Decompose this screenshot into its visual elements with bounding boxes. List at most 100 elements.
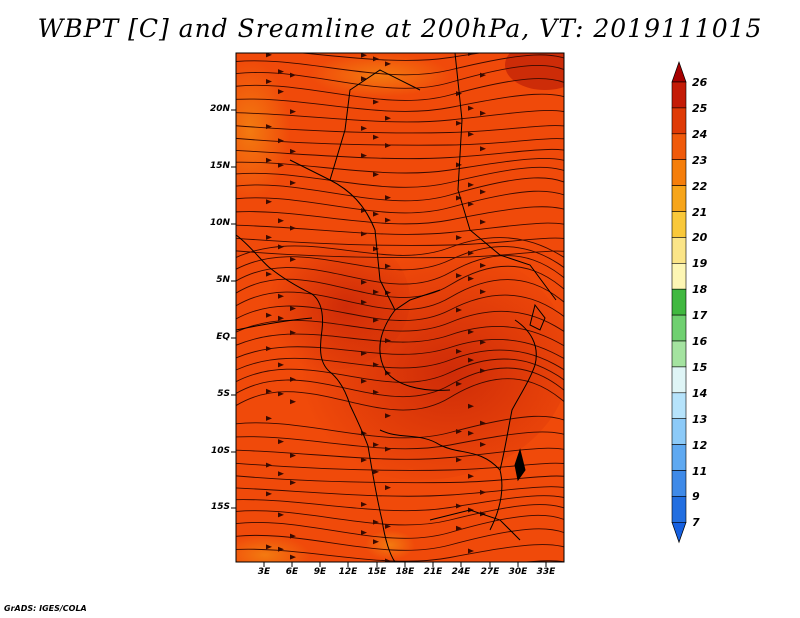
streamline-arrow bbox=[266, 199, 272, 205]
streamline-arrow bbox=[456, 43, 462, 48]
streamline-arrow bbox=[373, 134, 379, 140]
streamline-arrow bbox=[266, 462, 272, 468]
lat-label-10s: 10S bbox=[210, 446, 230, 456]
streamline-arrow bbox=[456, 195, 462, 201]
grads-credit: GrADS: IGES/COLA bbox=[4, 604, 87, 613]
streamline bbox=[236, 504, 564, 526]
colorbar-swatch bbox=[671, 392, 687, 419]
streamline-arrow bbox=[468, 473, 474, 479]
lat-label-eq: EQ bbox=[216, 332, 230, 342]
streamline-arrow bbox=[480, 189, 486, 195]
colorbar-swatch bbox=[671, 262, 687, 290]
streamline-arrow bbox=[290, 72, 296, 78]
streamline bbox=[236, 237, 564, 259]
streamline-arrow bbox=[456, 235, 462, 241]
streamline bbox=[236, 475, 564, 484]
colorbar bbox=[671, 60, 687, 544]
lat-label-15s: 15S bbox=[210, 502, 230, 512]
streamline-arrow bbox=[468, 430, 474, 436]
colorbar-label: 17 bbox=[692, 309, 708, 323]
colorbar-label: 26 bbox=[692, 76, 708, 89]
streamline-arrow bbox=[278, 471, 284, 477]
streamline-arrow bbox=[290, 109, 296, 115]
lon-label-27e: 27E bbox=[480, 567, 500, 577]
streamline-arrow bbox=[468, 53, 474, 56]
streamline-arrow bbox=[480, 146, 486, 152]
streamline-arrow bbox=[468, 329, 474, 335]
colorbar-swatch bbox=[671, 496, 687, 523]
streamline-arrow bbox=[480, 263, 486, 269]
lon-label-15e: 15E bbox=[367, 567, 387, 577]
streamline-arrow bbox=[361, 207, 367, 213]
streamline-arrow bbox=[480, 110, 486, 116]
streamline-arrow bbox=[361, 53, 367, 58]
streamline-arrow bbox=[361, 125, 367, 131]
streamline-arrow bbox=[361, 457, 367, 463]
streamline bbox=[236, 237, 564, 246]
streamline-arrow bbox=[266, 491, 272, 497]
streamline-arrow bbox=[290, 376, 296, 382]
streamline bbox=[236, 495, 564, 512]
streamline-arrow bbox=[278, 391, 284, 397]
streamline-arrow bbox=[290, 225, 296, 231]
streamline bbox=[236, 431, 564, 450]
streamline-arrow bbox=[290, 256, 296, 262]
streamline-arrow bbox=[266, 415, 272, 421]
colorbar-top-arrow bbox=[671, 60, 687, 83]
streamline-arrow bbox=[480, 339, 486, 345]
streamline-arrow bbox=[266, 157, 272, 163]
streamline-arrow bbox=[290, 305, 296, 311]
streamline-arrow bbox=[456, 457, 462, 463]
streamline bbox=[236, 125, 564, 134]
streamline bbox=[296, 53, 483, 61]
chart-title: WBPT [C] and Sreamline at 200hPa, VT: 20… bbox=[37, 14, 763, 43]
streamline-arrow bbox=[480, 441, 486, 447]
streamline-arrow bbox=[266, 271, 272, 277]
streamline-arrow bbox=[278, 138, 284, 144]
streamline-arrow bbox=[468, 276, 474, 282]
streamline-arrow bbox=[266, 124, 272, 130]
streamline-arrow bbox=[456, 273, 462, 279]
streamline-arrow bbox=[456, 525, 462, 531]
streamline bbox=[236, 166, 564, 188]
lon-label-24e: 24E bbox=[451, 567, 471, 577]
streamline-arrow bbox=[373, 172, 379, 178]
streamline-arrow bbox=[290, 180, 296, 186]
colorbar-swatch bbox=[671, 107, 687, 135]
streamline-arrow bbox=[361, 279, 367, 285]
streamline-arrow bbox=[373, 317, 379, 323]
streamline-arrow bbox=[385, 446, 391, 452]
streamline-arrow bbox=[385, 485, 391, 491]
streamline-arrow bbox=[266, 79, 272, 85]
streamline-arrow bbox=[480, 289, 486, 295]
streamline bbox=[236, 462, 564, 471]
streamline-arrow bbox=[266, 388, 272, 394]
colorbar-swatch bbox=[671, 288, 687, 316]
streamline-arrow bbox=[373, 246, 379, 252]
streamline bbox=[236, 206, 564, 225]
lat-label-10n: 10N bbox=[209, 218, 230, 228]
streamline-arrow bbox=[468, 182, 474, 188]
streamline-arrow bbox=[385, 143, 391, 149]
lon-label-9e: 9E bbox=[313, 567, 327, 577]
streamline bbox=[236, 378, 564, 411]
streamline-arrow bbox=[278, 512, 284, 518]
colorbar-label: 19 bbox=[692, 257, 708, 271]
colorbar-swatch bbox=[671, 418, 687, 445]
streamline-arrow bbox=[385, 263, 391, 269]
colorbar-label: 18 bbox=[692, 283, 708, 297]
lon-label-21e: 21E bbox=[423, 567, 443, 577]
streamline bbox=[236, 367, 564, 398]
streamline-arrow bbox=[278, 69, 284, 75]
streamline bbox=[236, 358, 564, 383]
colorbar-swatch bbox=[671, 470, 687, 497]
streamline-arrow bbox=[266, 312, 272, 318]
streamline bbox=[236, 222, 564, 235]
streamline bbox=[236, 110, 564, 123]
colorbar-label: 21 bbox=[692, 205, 708, 219]
streamline-arrow bbox=[456, 381, 462, 387]
colorbar-label: 11 bbox=[692, 464, 708, 478]
streamline-arrow bbox=[266, 53, 272, 58]
streamline-arrow bbox=[468, 201, 474, 207]
streamline-arrow bbox=[266, 234, 272, 240]
